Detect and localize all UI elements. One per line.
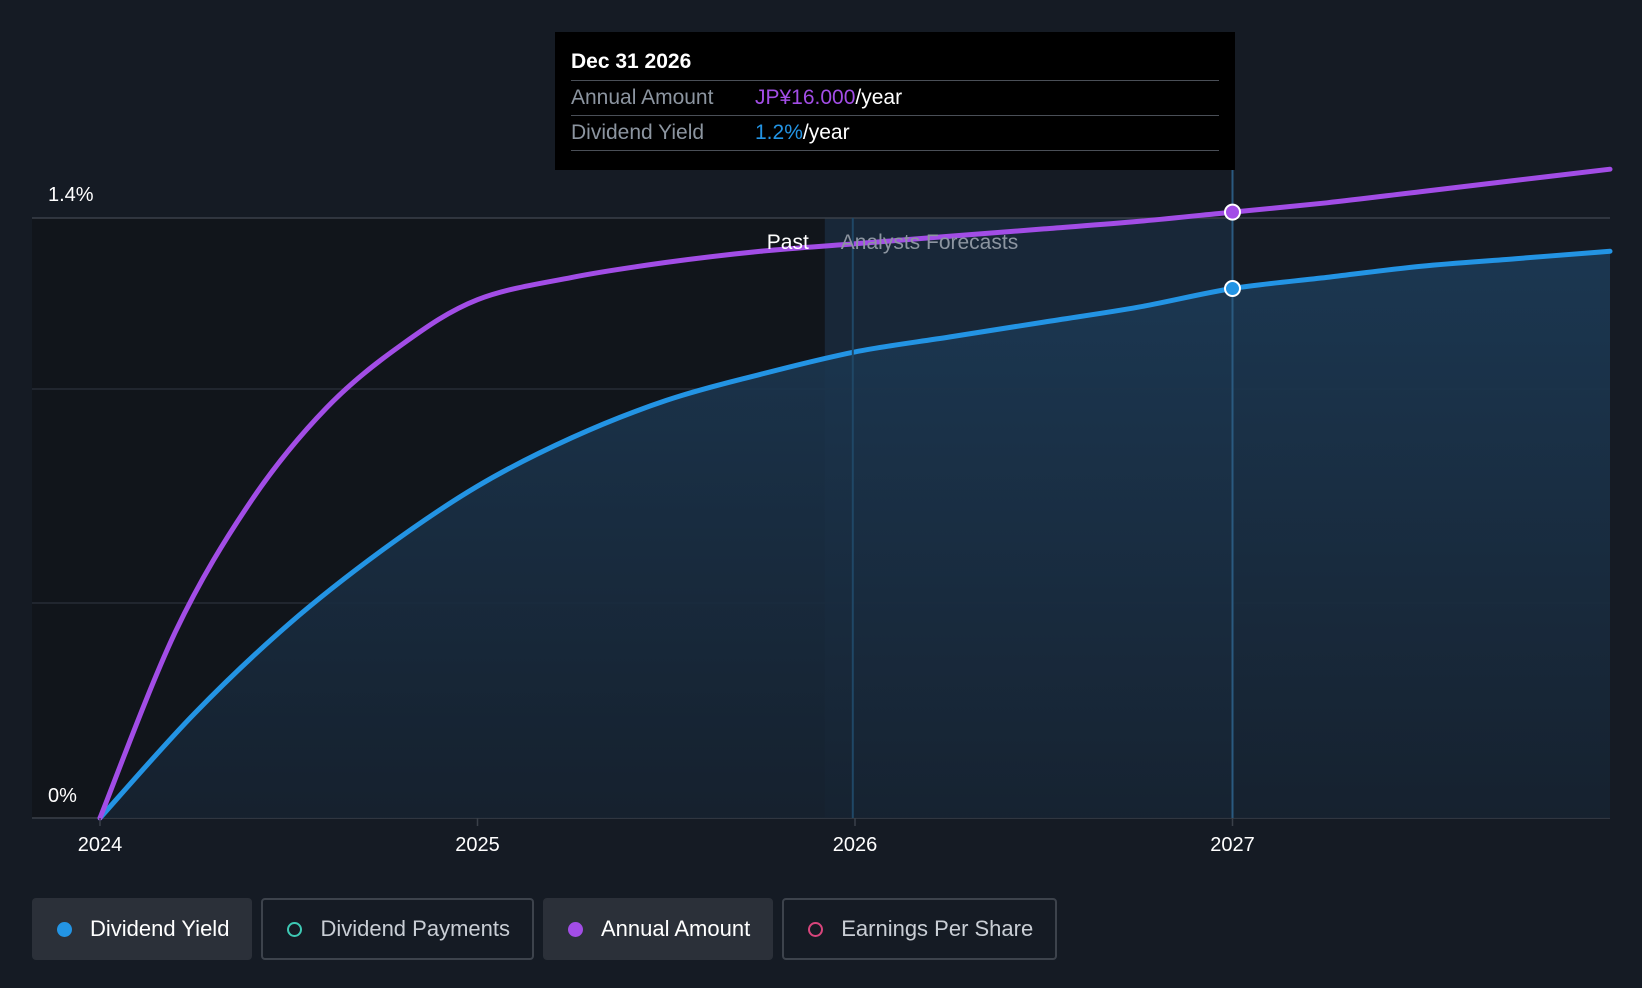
legend-annual-amount[interactable]: Annual Amount [542,898,774,960]
x-tick-label: 2024 [78,834,123,856]
tooltip-value: JP¥16.000/year [755,81,902,115]
chart-legend: Dividend Yield Dividend Payments Annual … [32,898,1058,960]
legend-label: Dividend Payments [320,916,510,941]
past-region-label: Past [767,231,809,254]
legend-dot-icon [808,921,824,937]
tooltip-number: JP¥16.000 [755,86,856,109]
x-axis-ticks: 2024 2025 2026 2027 [78,818,1255,856]
tooltip-row-dividend-yield: Dividend Yield 1.2%/year [571,116,1219,151]
legend-label: Dividend Yield [90,916,230,941]
legend-label: Annual Amount [600,916,751,941]
y-axis-label-zero: 0% [48,785,77,807]
tooltip-date: Dec 31 2026 [571,46,1219,81]
tooltip-label: Annual Amount [571,86,714,109]
tooltip-label: Dividend Yield [571,121,705,144]
y-axis-label-max: 1.4% [48,184,94,206]
tooltip-number: 1.2% [755,121,803,144]
legend-earnings-per-share[interactable]: Earnings Per Share [782,898,1058,960]
x-tick-label: 2025 [455,834,500,856]
annual-amount-line [97,166,1613,821]
tooltip-value: 1.2%/year [755,116,850,150]
analysts-forecasts-label: Analysts Forecasts [841,231,1018,254]
legend-dividend-yield[interactable]: Dividend Yield [32,898,253,960]
chart-tooltip: Dec 31 2026 Annual Amount JP¥16.000/year… [555,32,1235,170]
legend-label: Earnings Per Share [841,916,1034,941]
tooltip-suffix: /year [802,121,850,144]
legend-dot-icon [287,921,303,937]
legend-dividend-payments[interactable]: Dividend Payments [261,898,534,960]
x-tick-label: 2027 [1210,834,1255,856]
annual-amount-marker[interactable] [1224,203,1241,221]
x-tick-label: 2026 [833,834,878,856]
legend-dot-icon [57,921,72,937]
tooltip-row-annual-amount: Annual Amount JP¥16.000/year [571,81,1219,116]
dividend-yield-line [97,248,1613,821]
dividend-yield-marker[interactable] [1224,280,1241,298]
tooltip-suffix: /year [855,86,903,109]
legend-dot-icon [567,921,583,937]
